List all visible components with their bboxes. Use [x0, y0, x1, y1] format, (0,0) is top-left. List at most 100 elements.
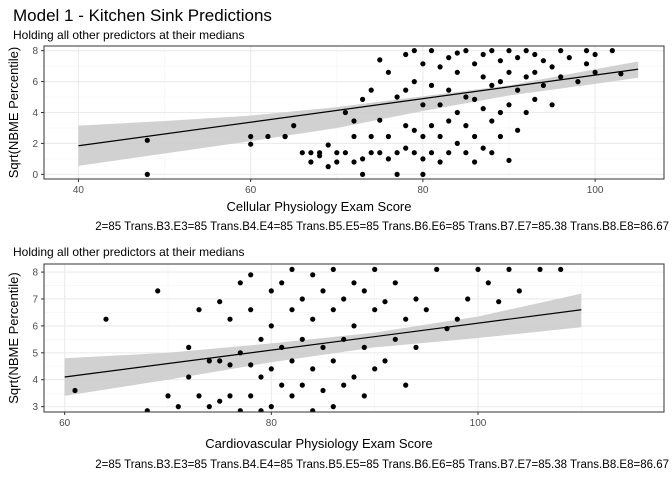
data-point [540, 58, 547, 64]
data-point [310, 272, 316, 278]
data-point [489, 150, 495, 156]
data-point [361, 344, 367, 350]
y-axis-title: Sqrt(NBME Percentile) [6, 272, 21, 403]
data-point [268, 323, 274, 329]
data-point [413, 296, 419, 302]
x-tick-label: 80 [266, 418, 278, 429]
data-point [248, 362, 254, 368]
data-point [372, 266, 378, 272]
panel-caption: 2=85 Trans.B3.E3=85 Trans.B4.E4=85 Trans… [95, 221, 669, 233]
data-point [480, 51, 486, 58]
data-point [403, 382, 409, 388]
data-point [472, 96, 478, 102]
data-point [282, 133, 288, 140]
data-point [227, 393, 233, 399]
data-point [265, 133, 271, 140]
data-point [103, 316, 109, 322]
data-point [351, 133, 357, 140]
data-point [330, 266, 336, 272]
data-point [532, 51, 538, 58]
data-point [489, 48, 495, 54]
data-point [325, 142, 331, 148]
data-point [361, 288, 367, 294]
data-point [268, 288, 274, 294]
data-point [532, 96, 538, 102]
y-tick-label: 3 [32, 402, 38, 413]
x-tick-label: 60 [245, 185, 257, 196]
data-point [575, 79, 581, 85]
data-point [351, 374, 357, 380]
data-point [454, 109, 460, 116]
data-point [454, 69, 460, 75]
data-point [351, 118, 357, 124]
data-point [472, 61, 478, 67]
y-tick-label: 8 [32, 46, 38, 57]
data-point [558, 266, 564, 272]
panel-caption: 2=85 Trans.B3.E3=85 Trans.B4.E4=85 Trans… [95, 459, 669, 471]
data-point [609, 48, 615, 54]
data-point [437, 102, 443, 108]
data-point [532, 69, 538, 75]
data-point [144, 171, 150, 177]
data-point [437, 159, 443, 165]
data-point [351, 323, 357, 329]
data-point [475, 266, 481, 272]
data-point [413, 344, 419, 350]
data-point [454, 316, 460, 322]
data-point [258, 408, 264, 412]
data-point [196, 307, 202, 313]
data-point [368, 87, 374, 93]
data-point [279, 382, 285, 388]
data-point [377, 57, 383, 63]
data-point [317, 153, 323, 159]
data-point [523, 109, 529, 116]
fit-line [64, 309, 582, 378]
data-point [310, 408, 316, 412]
x-tick-label: 60 [59, 418, 71, 429]
data-point [540, 82, 547, 88]
data-point [342, 150, 348, 156]
data-point [428, 82, 435, 88]
data-point [583, 61, 590, 67]
data-point [403, 316, 409, 322]
data-point [583, 48, 590, 54]
data-point [420, 61, 426, 67]
y-tick-label: 6 [32, 321, 38, 332]
data-point [334, 159, 340, 165]
data-point [515, 87, 521, 93]
data-point [382, 299, 388, 305]
data-point [506, 266, 512, 272]
data-point [446, 87, 452, 93]
y-tick-label: 2 [32, 139, 38, 150]
y-tick-label: 4 [32, 108, 38, 119]
data-point [308, 150, 314, 156]
panel-subtitle: Holding all other predictors at their me… [13, 245, 244, 259]
data-point [289, 307, 295, 313]
data-point [291, 123, 297, 129]
data-point [258, 336, 264, 342]
data-point [516, 288, 522, 294]
confidence-band [64, 293, 582, 396]
data-point [497, 79, 503, 85]
data-point [72, 387, 78, 394]
data-point [558, 48, 564, 54]
data-point [186, 344, 192, 350]
data-point [320, 344, 326, 350]
data-point [489, 118, 495, 124]
data-point [420, 133, 426, 140]
x-tick-label: 100 [587, 185, 604, 196]
data-point [320, 387, 326, 394]
data-point [351, 280, 357, 286]
data-point [472, 133, 478, 140]
data-point [299, 382, 305, 388]
data-point [454, 140, 460, 146]
data-point [382, 358, 388, 364]
data-point [592, 51, 598, 58]
fit-line [78, 68, 639, 147]
data-point [351, 159, 357, 165]
data-point [217, 299, 223, 305]
data-point [480, 145, 486, 151]
data-point [268, 404, 274, 410]
data-point [497, 133, 503, 140]
